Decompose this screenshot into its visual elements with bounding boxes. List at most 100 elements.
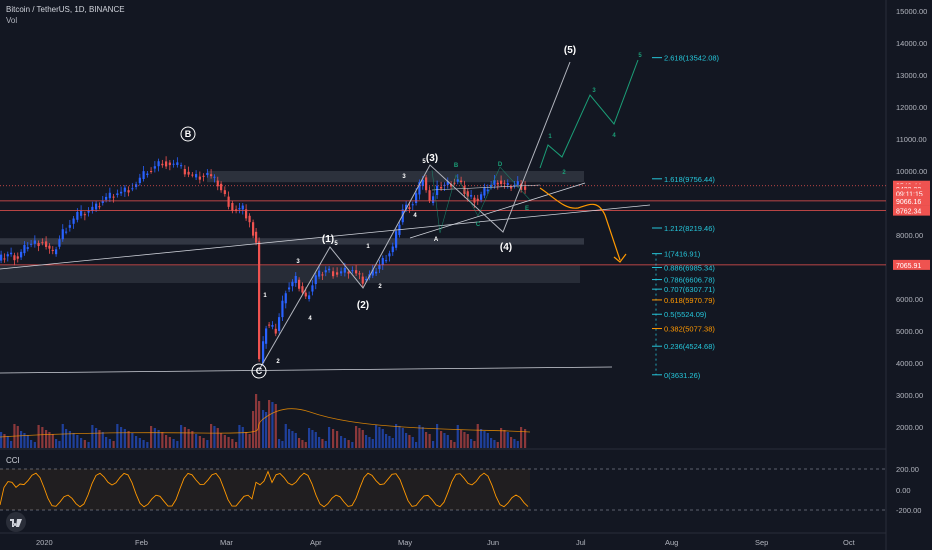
price-label-text: 7065.91 [896,263,921,270]
volume-bar [146,442,149,448]
volume-bar [510,437,513,448]
volume-bar [513,439,516,448]
candle-body [456,179,459,182]
volume-bar [347,440,350,448]
wave-label: 1 [366,244,370,250]
candle-body [68,225,71,228]
candle-body [375,271,378,274]
volume-bar [61,424,64,448]
volume-bar [401,428,404,448]
volume-bar [252,411,255,448]
candle-body [411,204,414,206]
price-tick-label: 13000.00 [896,71,927,80]
volume-bar [358,428,361,448]
time-tick-label: Jul [576,538,586,547]
wave-label: 2 [378,284,382,290]
candle-body [0,254,3,261]
volume-bar [76,435,79,448]
volume-bar [466,434,469,448]
candle-body [195,174,198,178]
volume-bar [291,431,294,448]
volume-bar [30,440,33,448]
volume-bar [281,441,284,448]
candle-body [281,300,284,318]
volume-bar [443,433,446,448]
price-label-badge [893,259,930,270]
candle-body [95,203,98,210]
candle-body [453,182,456,184]
volume-bar [123,429,126,448]
candle-body [131,188,134,190]
volume-bar [262,410,265,448]
wave-label: 1 [263,293,267,299]
volume-bar [288,429,291,448]
fib-retracement-label: 0.618(5970.79) [664,296,715,305]
volume-bar [460,430,463,448]
fib-retracement-label: 0.5(5524.09) [664,310,707,319]
candle-body [61,229,64,240]
volume-bar [168,437,171,448]
candle-body [500,180,503,185]
candle-body [340,271,343,274]
volume-bar [165,435,168,448]
candle-body [202,175,205,177]
volume-bar [351,442,354,448]
candle-body [165,161,168,167]
price-label-badge [893,188,930,199]
volume-bar [271,402,274,448]
candle-body [180,165,183,167]
candle-body [466,191,469,197]
candle-body [294,275,297,283]
candle-body [241,205,244,210]
price-tick-label: 2000.00 [896,423,923,432]
wave-label: 4 [413,213,417,219]
volume-bar [405,433,408,448]
volume-bar [0,432,3,448]
volume-bar [198,436,201,448]
volume-bar [278,439,281,448]
candle-body [271,325,274,327]
volume-bar [227,437,230,448]
candle-body [513,184,516,186]
candle-body [231,203,234,211]
volume-bar [112,441,115,448]
candle-body [112,196,115,198]
fib-extension-label: 1.618(9756.44) [664,175,715,184]
volume-bar [284,424,287,448]
candle-body [127,190,130,193]
volume-bar [463,432,466,448]
candle-body [213,176,216,178]
wave-label: B [185,129,192,139]
candle-body [473,197,476,203]
volume-bar [428,434,431,448]
candle-body [146,173,149,175]
tradingview-logo-icon[interactable] [6,512,26,532]
time-tick-label: May [398,538,412,547]
wave-label: 1 [548,134,552,140]
support-trendline [0,366,613,374]
symbol-title: Bitcoin / TetherUS, 1D, BINANCE [6,5,125,14]
volume-bar [20,431,23,448]
volume-bar [516,441,519,448]
candle-body [288,287,291,290]
wave-label: B [454,163,459,169]
volume-bar [3,434,6,448]
volume-bar [311,430,314,448]
candle-body [142,171,145,179]
time-tick-label: Mar [220,538,233,547]
candle-body [198,176,201,180]
candle-body [446,181,449,185]
candle-body [408,207,411,209]
price-tick-label: 12000.00 [896,103,927,112]
fib-extension-label: 2.618(13542.08) [664,54,720,63]
candle-body [6,254,9,257]
price-tick-label: 3000.00 [896,391,923,400]
candle-body [321,274,324,276]
wave-label: 5 [638,53,642,59]
wave-label: 3 [402,174,406,180]
fib-retracement-label: 0.886(6985.34) [664,263,715,272]
volume-bar [470,439,473,448]
candle-body [274,328,277,334]
volume-bar [183,427,186,448]
